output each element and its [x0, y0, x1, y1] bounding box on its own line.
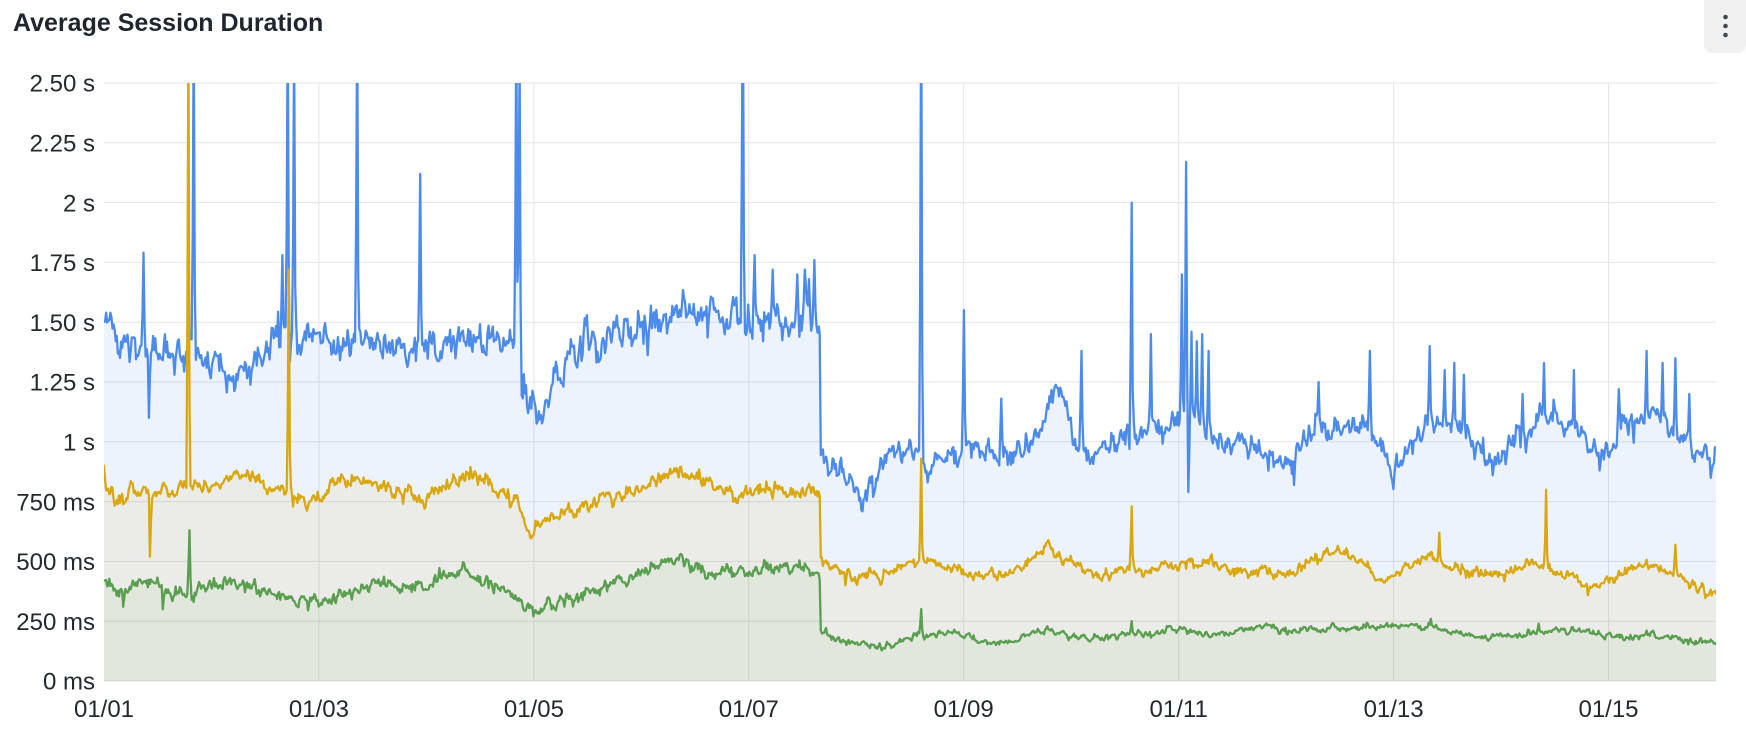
svg-text:01/09: 01/09	[934, 696, 994, 723]
svg-text:2.50 s: 2.50 s	[30, 71, 95, 98]
svg-text:1 s: 1 s	[63, 430, 95, 457]
svg-text:1.50 s: 1.50 s	[30, 310, 95, 337]
svg-text:2.25 s: 2.25 s	[30, 131, 95, 158]
svg-text:500 ms: 500 ms	[16, 549, 95, 576]
svg-text:1.75 s: 1.75 s	[30, 250, 95, 277]
svg-text:750 ms: 750 ms	[16, 489, 95, 516]
svg-text:01/11: 01/11	[1150, 696, 1208, 723]
svg-text:01/15: 01/15	[1578, 696, 1638, 723]
svg-text:250 ms: 250 ms	[16, 609, 95, 636]
svg-text:0 ms: 0 ms	[43, 669, 95, 696]
svg-text:01/03: 01/03	[289, 696, 349, 723]
svg-text:01/01: 01/01	[74, 696, 134, 723]
svg-text:1.25 s: 1.25 s	[30, 370, 95, 397]
svg-text:01/05: 01/05	[504, 696, 564, 723]
svg-text:2 s: 2 s	[63, 190, 95, 217]
svg-text:01/13: 01/13	[1364, 696, 1424, 723]
svg-text:01/07: 01/07	[719, 696, 779, 723]
